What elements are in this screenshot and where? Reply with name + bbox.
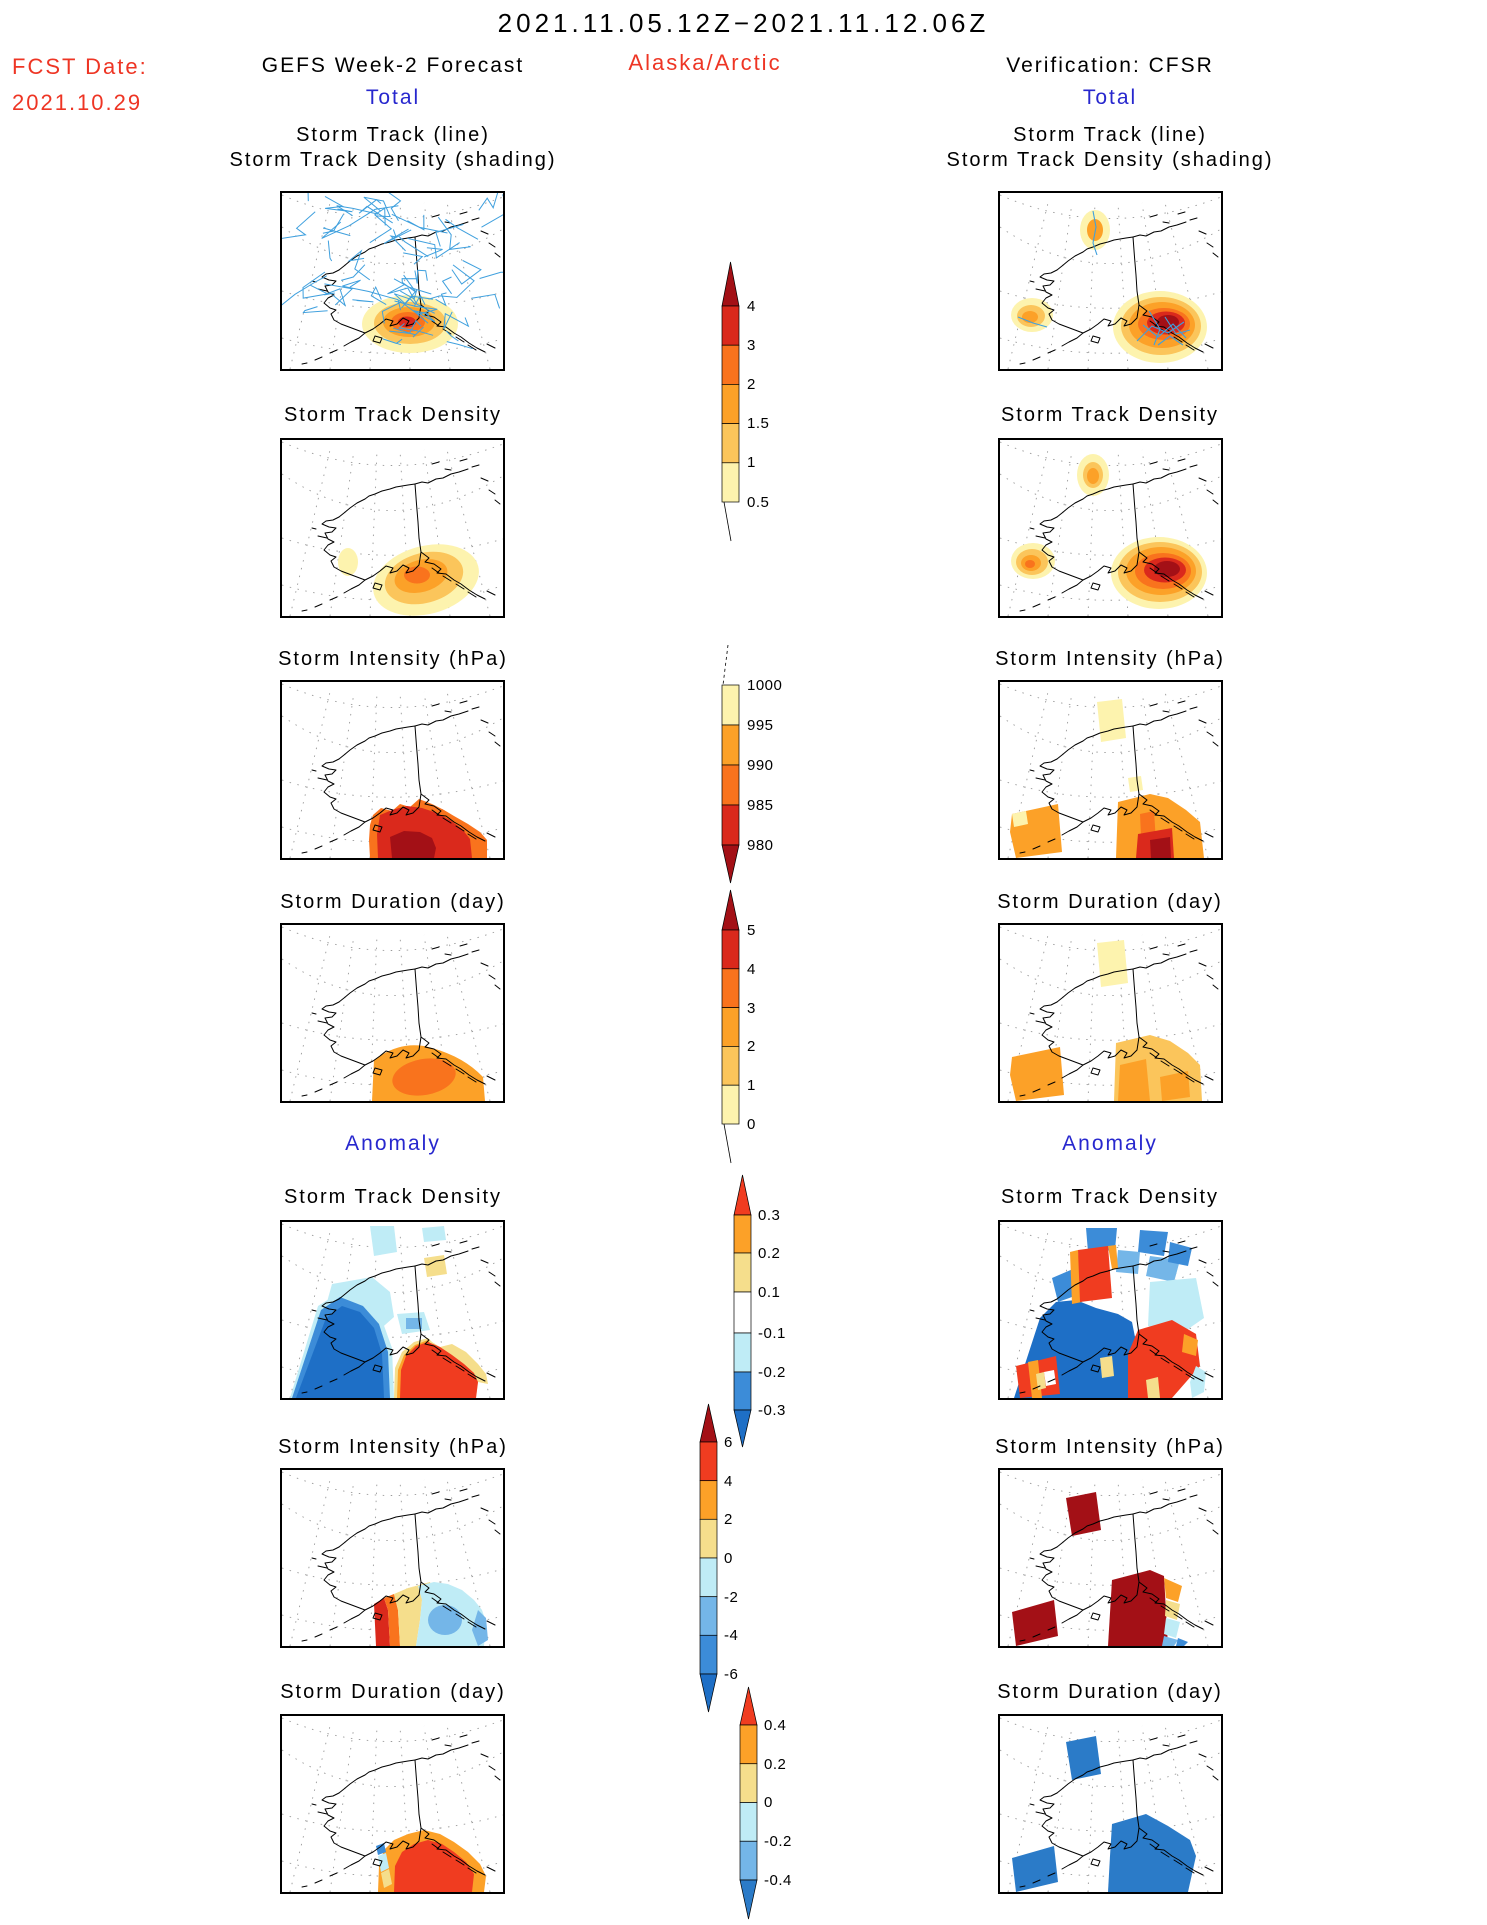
cb3-tick: 4 — [747, 961, 756, 978]
cb1-tick: 2 — [747, 376, 756, 393]
map-fcst-track-density — [280, 438, 505, 618]
total-label-right: Total — [1082, 86, 1138, 109]
map-fcst-intensity — [280, 680, 505, 860]
cb5-tick: 4 — [724, 1473, 733, 1490]
title-fcst-anom-duration: Storm Duration (day) — [280, 1681, 506, 1703]
map-verif-intensity — [998, 680, 1223, 860]
title-verif-anom-track-density: Storm Track Density — [1000, 1186, 1220, 1208]
cb5-tick: -4 — [724, 1627, 739, 1644]
title-verif-track-density: Storm Track Density — [1000, 404, 1220, 426]
title-verif-track-shading: Storm Track Density (shading) — [946, 149, 1274, 171]
cb3-tick: 3 — [747, 1000, 756, 1017]
forecast-model-label: GEFS Week-2 Forecast — [261, 54, 525, 77]
storm-track-lines — [1017, 210, 1191, 346]
map-verif-anom-intensity — [998, 1468, 1223, 1648]
fcst-date-value: 2021.10.29 — [12, 90, 143, 115]
title-fcst-anom-intensity: Storm Intensity (hPa) — [278, 1436, 508, 1458]
cb2-tick: 990 — [747, 757, 774, 774]
map-verif-anom-track-density — [998, 1220, 1223, 1400]
title-fcst-track-shading: Storm Track Density (shading) — [229, 149, 557, 171]
map-fcst-duration — [280, 923, 505, 1103]
title-verif-anom-intensity: Storm Intensity (hPa) — [995, 1436, 1225, 1458]
cb5-tick: 0 — [724, 1550, 733, 1567]
cb2-tick: 1000 — [747, 677, 783, 694]
cb5-tick: 2 — [724, 1511, 733, 1528]
cb6-tick: 0.2 — [764, 1756, 787, 1773]
page-title: 2021.11.05.12Z−2021.11.12.06Z — [497, 8, 990, 38]
anomaly-label-left: Anomaly — [345, 1132, 441, 1155]
title-fcst-anom-track-density: Storm Track Density — [283, 1186, 503, 1208]
cb3-tick: 5 — [747, 922, 756, 939]
cb4-tick: -0.2 — [758, 1364, 786, 1381]
cb1-tick: 0.5 — [747, 494, 770, 511]
cb1-tick: 1 — [747, 454, 756, 471]
cb1-tick: 3 — [747, 337, 756, 354]
title-fcst-duration: Storm Duration (day) — [280, 891, 506, 913]
map-fcst-anom-duration — [280, 1714, 505, 1894]
cb2-tick: 980 — [747, 837, 774, 854]
region-label: Alaska/Arctic — [628, 50, 782, 75]
cb2-tick: 995 — [747, 717, 774, 734]
cb5-tick: 6 — [724, 1434, 733, 1451]
map-verif-duration — [998, 923, 1223, 1103]
title-fcst-track-density: Storm Track Density — [283, 404, 503, 426]
cb2-tick: 985 — [747, 797, 774, 814]
title-fcst-track-line: Storm Track (line) — [296, 124, 490, 146]
cb6-tick: 0.4 — [764, 1717, 787, 1734]
cb5-tick: -2 — [724, 1589, 739, 1606]
map-fcst-anom-track-density — [280, 1220, 505, 1400]
anomaly-label-right: Anomaly — [1062, 1132, 1158, 1155]
storm-track-lines — [282, 193, 503, 350]
title-verif-duration: Storm Duration (day) — [997, 891, 1223, 913]
colorbar-duration — [721, 889, 740, 1164]
cb6-tick: 0 — [764, 1794, 773, 1811]
map-fcst-anom-intensity — [280, 1468, 505, 1648]
cb4-tick: -0.3 — [758, 1402, 786, 1419]
map-verif-anom-duration — [998, 1714, 1223, 1894]
cb3-tick: 1 — [747, 1077, 756, 1094]
map-verif-storm-track — [998, 191, 1223, 371]
fcst-date-label: FCST Date: — [12, 54, 148, 79]
colorbar-anom-duration — [739, 1686, 758, 1920]
colorbar-track-density — [721, 261, 740, 542]
cb6-tick: -0.4 — [764, 1872, 792, 1889]
cb1-tick: 1.5 — [747, 415, 770, 432]
map-verif-track-density — [998, 438, 1223, 618]
title-verif-intensity: Storm Intensity (hPa) — [995, 648, 1225, 670]
cb1-tick: 4 — [747, 298, 756, 315]
cb4-tick: 0.3 — [758, 1207, 781, 1224]
cb4-tick: 0.1 — [758, 1284, 781, 1301]
title-verif-track-line: Storm Track (line) — [1013, 124, 1207, 146]
colorbar-anom-track-density — [733, 1174, 752, 1448]
verification-label: Verification: CFSR — [1006, 54, 1214, 77]
map-fcst-storm-track — [280, 191, 505, 371]
title-fcst-intensity: Storm Intensity (hPa) — [278, 648, 508, 670]
total-label-left: Total — [365, 86, 421, 109]
cb3-tick: 2 — [747, 1038, 756, 1055]
title-verif-anom-duration: Storm Duration (day) — [997, 1681, 1223, 1703]
cb4-tick: 0.2 — [758, 1245, 781, 1262]
cb6-tick: -0.2 — [764, 1833, 792, 1850]
colorbar-intensity — [721, 644, 740, 884]
colorbar-anom-intensity — [699, 1403, 718, 1713]
cb5-tick: -6 — [724, 1666, 739, 1683]
cb4-tick: -0.1 — [758, 1325, 786, 1342]
cb3-tick: 0 — [747, 1116, 756, 1133]
